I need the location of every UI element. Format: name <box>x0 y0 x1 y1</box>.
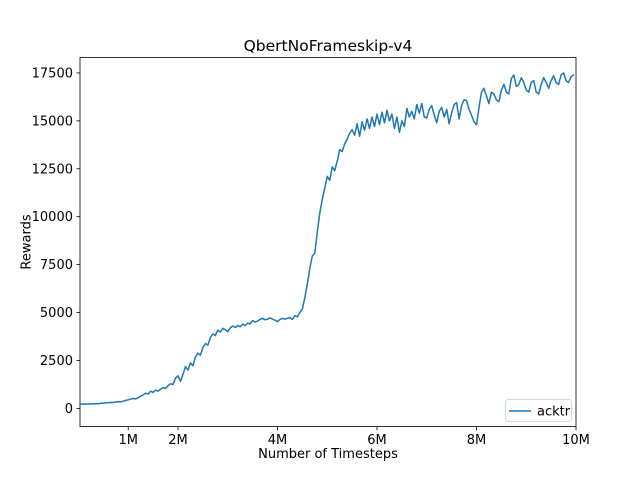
x-tick-label: 10M <box>562 433 590 448</box>
chart-title: QbertNoFrameskip-v4 <box>243 37 413 55</box>
x-tick-label: 6M <box>367 433 387 448</box>
x-tick-label: 4M <box>268 433 288 448</box>
x-tick-label: 1M <box>119 433 139 448</box>
y-tick-label: 2500 <box>40 354 73 369</box>
y-tick-label: 0 <box>65 402 73 417</box>
x-tick-label: 2M <box>168 433 188 448</box>
y-tick-label: 10000 <box>32 210 73 225</box>
y-tick-label: 17500 <box>32 66 73 81</box>
axes-spines <box>79 57 577 427</box>
x-tick-label: 8M <box>467 433 487 448</box>
legend-frame <box>505 399 572 422</box>
legend: acktr <box>505 399 572 422</box>
y-tick-label: 15000 <box>32 114 73 129</box>
x-axis-ticks: 1M 2M 4M 6M 8M 10M <box>119 426 590 448</box>
y-tick-label: 5000 <box>40 306 73 321</box>
y-tick-label: 7500 <box>40 258 73 273</box>
series-line-acktr <box>80 72 575 406</box>
y-axis-ticks: 0 2500 5000 7500 10000 12500 15000 17500 <box>32 66 80 417</box>
legend-label: acktr <box>537 405 571 420</box>
x-axis-label: Number of Timesteps <box>258 447 398 462</box>
y-tick-label: 12500 <box>32 162 73 177</box>
